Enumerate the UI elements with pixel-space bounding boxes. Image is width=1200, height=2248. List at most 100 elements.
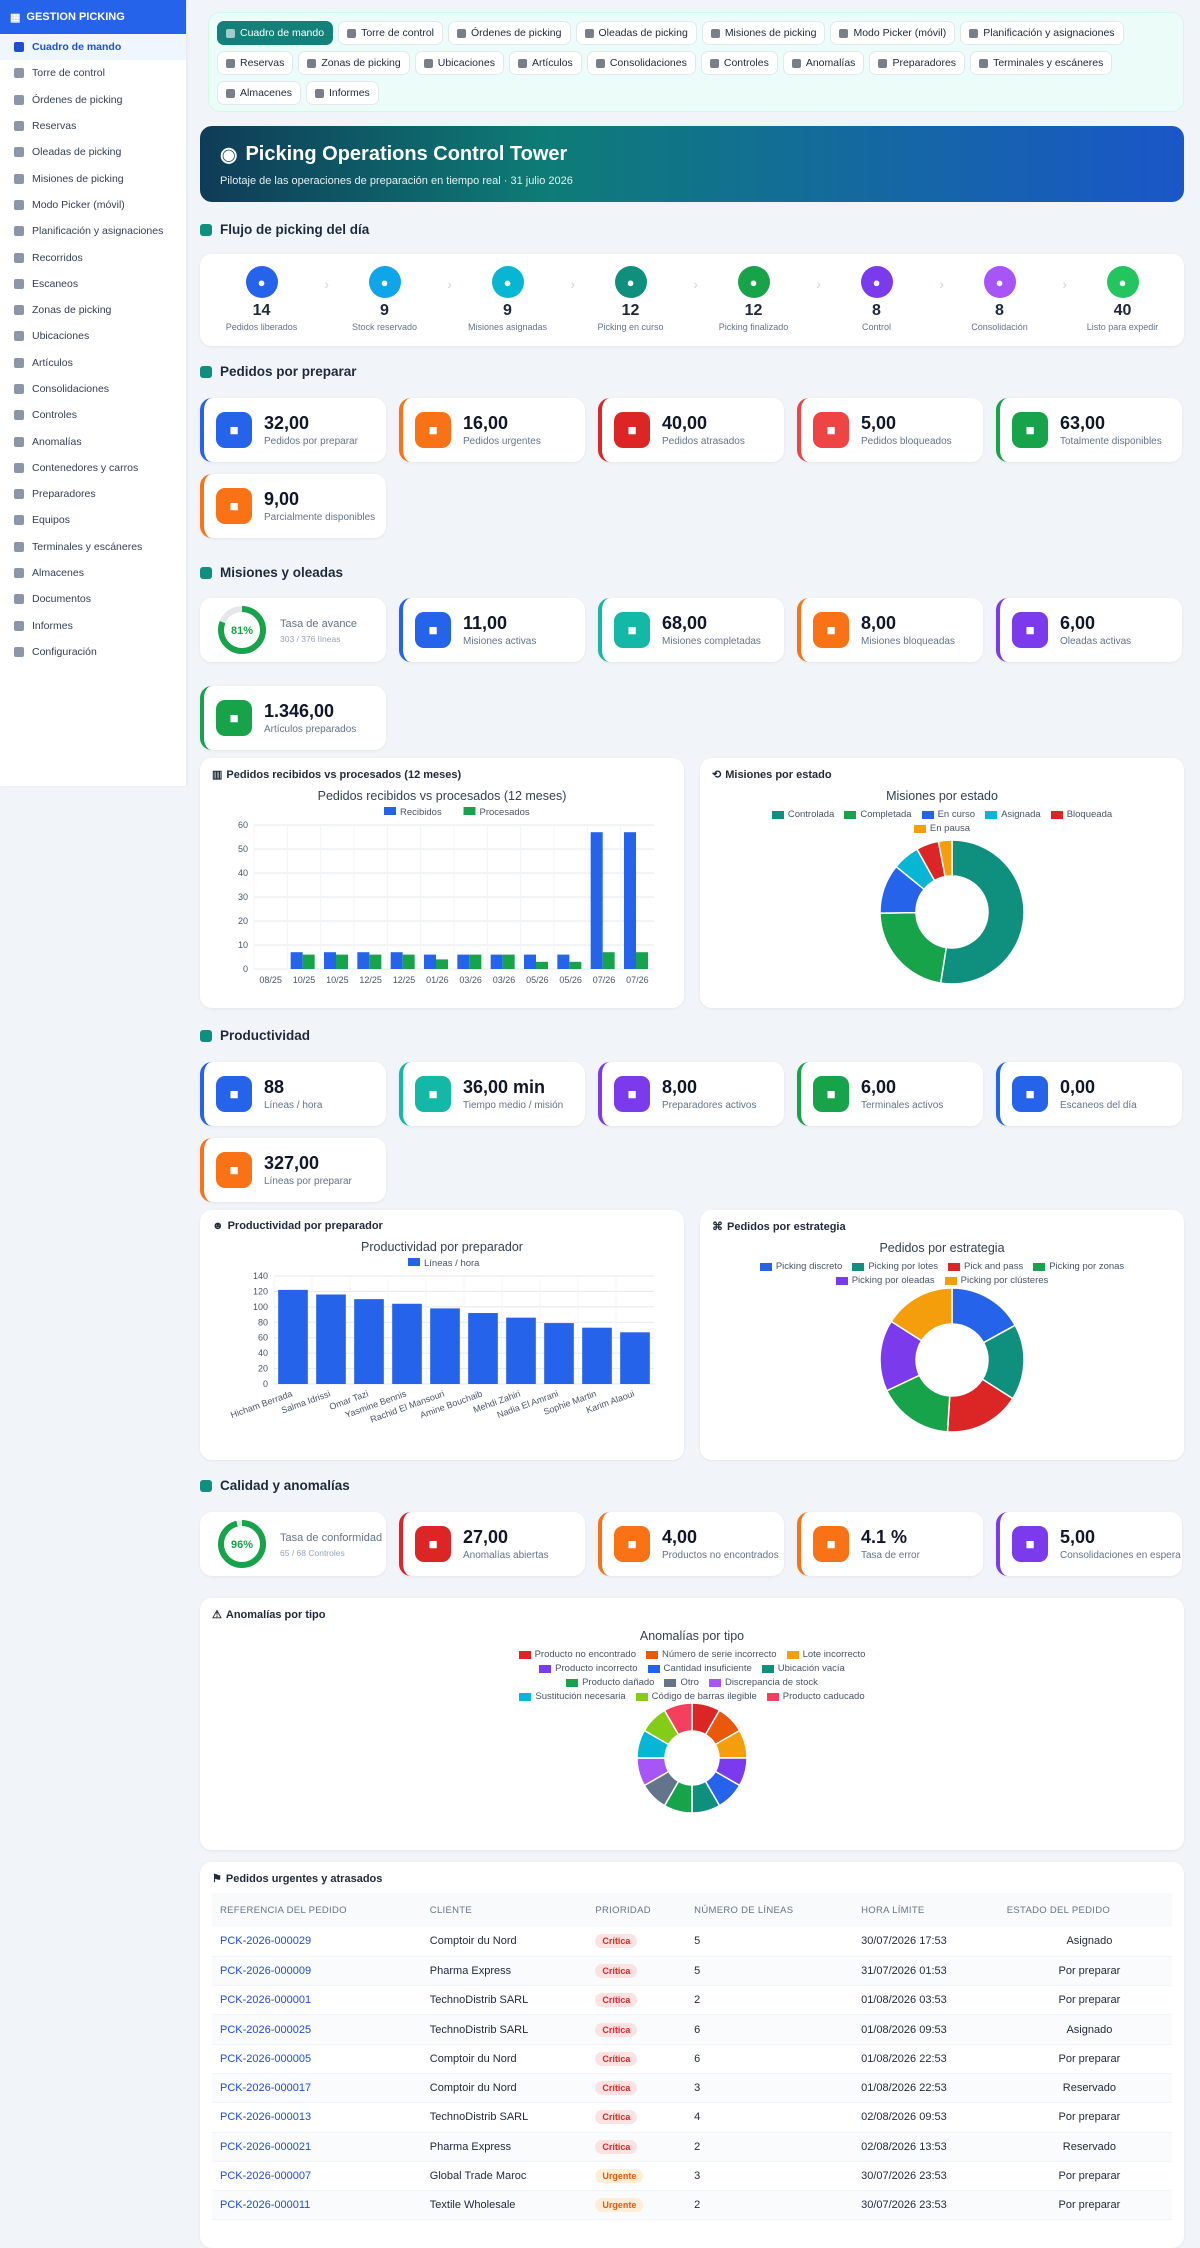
- nav-pill-6[interactable]: Planificación y asignaciones: [960, 21, 1124, 45]
- sidebar-item-19[interactable]: Terminales y escáneres: [0, 534, 186, 560]
- flow-step-icon: ●: [491, 266, 524, 298]
- nav-pill-1[interactable]: Torre de control: [338, 21, 444, 45]
- kpi-value: 16,00: [463, 412, 509, 433]
- kpi-value: 88: [264, 1076, 285, 1097]
- sidebar-item-21[interactable]: Documentos: [0, 586, 186, 612]
- ring-pct: 81%: [231, 625, 253, 637]
- table-cell[interactable]: PCK-2026-000005: [212, 2044, 422, 2074]
- table-row[interactable]: PCK-2026-000005 Comptoir du Nord Crítica 6 0…: [212, 2044, 1172, 2074]
- kpi-value: 63,00: [1060, 412, 1106, 433]
- kpi-value: 32,00: [264, 412, 310, 433]
- table-row[interactable]: PCK-2026-000021 Pharma Express Crítica 2 02/…: [212, 2132, 1172, 2162]
- legend: Producto no encontrado Número de serie in…: [212, 1649, 1172, 1702]
- bar: [468, 1313, 498, 1384]
- sidebar-item-17[interactable]: Preparadores: [0, 481, 186, 507]
- table-row[interactable]: PCK-2026-000017 Comptoir du Nord Crítica 3 0…: [212, 2073, 1172, 2104]
- pedidos-kpi-card: ■ 5,00 Pedidos bloqueados: [797, 398, 983, 462]
- flow-step-icon: ●: [1106, 266, 1139, 298]
- table-cell[interactable]: PCK-2026-000017: [212, 2073, 422, 2104]
- table-row[interactable]: PCK-2026-000009 Pharma Express Crítica 5 31/…: [212, 1956, 1172, 1987]
- sidebar-item-14[interactable]: Controles: [0, 402, 186, 428]
- nav-pill-12[interactable]: Controles: [700, 51, 778, 75]
- table-row[interactable]: PCK-2026-000001 TechnoDistrib SARL Crítica…: [212, 1985, 1172, 2016]
- bar: [336, 954, 348, 969]
- nav-pill-10[interactable]: Artículos: [508, 51, 582, 75]
- nav-pill-7[interactable]: Reservas: [217, 51, 294, 75]
- table-cell[interactable]: PCK-2026-000013: [212, 2102, 422, 2133]
- nav-pill-14[interactable]: Preparadores: [869, 51, 966, 75]
- nav-pill-label: Zonas de picking: [321, 57, 401, 69]
- table-cell[interactable]: PCK-2026-000007: [212, 2161, 422, 2192]
- nav-pill-11[interactable]: Consolidaciones: [586, 51, 696, 75]
- table-cell[interactable]: PCK-2026-000001: [212, 1985, 422, 2016]
- legend-item: Sustitución necesaria: [519, 1691, 626, 1702]
- table-cell[interactable]: PCK-2026-000025: [212, 2014, 422, 2045]
- nav-pill-0[interactable]: Cuadro de mando: [217, 21, 334, 45]
- bar: [390, 952, 403, 969]
- sidebar-item-23[interactable]: Configuración: [0, 639, 186, 665]
- sidebar-item-8[interactable]: Recorridos: [0, 244, 186, 270]
- legend-swatch: [463, 807, 476, 815]
- table-row[interactable]: PCK-2026-000025 TechnoDistrib SARL Crítica…: [212, 2014, 1172, 2045]
- nav-pill-13[interactable]: Anomalías: [782, 51, 865, 75]
- misiones-kpi-card: ■ 68,00 Misiones completadas: [598, 598, 784, 662]
- sidebar-item-4[interactable]: Oleadas de picking: [0, 139, 186, 165]
- donut-slice: [937, 839, 953, 878]
- nav-pill-15[interactable]: Terminales y escáneres: [970, 51, 1113, 75]
- nav-pill-17[interactable]: Informes: [305, 81, 379, 105]
- legend-item: Picking discreto: [759, 1261, 842, 1272]
- sidebar-item-label: Equipos: [32, 514, 70, 527]
- bar: [620, 1332, 650, 1384]
- chart-card-title: Misiones por estado: [725, 768, 832, 781]
- nav-pill-2[interactable]: Órdenes de picking: [448, 21, 571, 45]
- table-cell: Pharma Express: [421, 2132, 588, 2162]
- y-tick-label: 0: [243, 964, 248, 974]
- sidebar-item-11[interactable]: Ubicaciones: [0, 323, 186, 349]
- table-cell[interactable]: PCK-2026-000009: [212, 1956, 422, 1987]
- sidebar-item-20[interactable]: Almacenes: [0, 560, 186, 586]
- sidebar-item-7[interactable]: Planificación y asignaciones: [0, 218, 186, 244]
- table-cell: Asignado: [998, 2014, 1172, 2045]
- sidebar-item-10[interactable]: Zonas de picking: [0, 297, 186, 323]
- sidebar-item-3[interactable]: Reservas: [0, 113, 186, 139]
- sidebar-item-22[interactable]: Informes: [0, 613, 186, 639]
- sidebar-item-1[interactable]: Torre de control: [0, 60, 186, 86]
- chart-card-title: Productividad por preparador: [227, 1220, 383, 1232]
- table-row[interactable]: PCK-2026-000029 Comptoir du Nord Crítica 5 3…: [212, 1927, 1172, 1957]
- sidebar-item-0[interactable]: Cuadro de mando: [0, 34, 186, 61]
- nav-pill-label: Anomalías: [805, 57, 856, 69]
- table-cell: TechnoDistrib SARL: [421, 2102, 588, 2133]
- legend-item: Controlada: [771, 809, 834, 820]
- priority-badge: Crítica: [595, 2110, 638, 2125]
- sidebar-item-6[interactable]: Modo Picker (móvil): [0, 192, 186, 218]
- kpi-value: 1.346,00: [264, 700, 335, 721]
- sidebar-item-18[interactable]: Equipos: [0, 507, 186, 533]
- nav-pill-3[interactable]: Oleadas de picking: [575, 21, 697, 45]
- table-row[interactable]: PCK-2026-000007 Global Trade Maroc Urgente…: [212, 2161, 1172, 2192]
- x-tick-label: 10/25: [326, 975, 349, 985]
- sidebar-item-16[interactable]: Contenedores y carros: [0, 455, 186, 481]
- table-cell[interactable]: PCK-2026-000029: [212, 1927, 422, 1957]
- nav-pill-16[interactable]: Almacenes: [217, 81, 301, 105]
- nav-pill-9[interactable]: Ubicaciones: [414, 51, 504, 75]
- bar: [502, 954, 515, 969]
- table-cell[interactable]: PCK-2026-000021: [212, 2132, 422, 2162]
- nav-pill-4[interactable]: Misiones de picking: [701, 21, 826, 45]
- table-cell[interactable]: PCK-2026-000011: [212, 2190, 422, 2221]
- bar: [278, 1289, 308, 1384]
- sidebar-item-9[interactable]: Escaneos: [0, 271, 186, 297]
- sidebar-item-15[interactable]: Anomalías: [0, 428, 186, 454]
- sidebar-item-13[interactable]: Consolidaciones: [0, 376, 186, 402]
- sidebar-item-12[interactable]: Artículos: [0, 350, 186, 376]
- nav-pill-5[interactable]: Modo Picker (móvil): [830, 21, 956, 45]
- sidebar-item-label: Artículos: [32, 356, 73, 369]
- nav-pill-8[interactable]: Zonas de picking: [298, 51, 410, 75]
- kpi-icon: ■: [1012, 1526, 1048, 1562]
- sidebar-item-2[interactable]: Órdenes de picking: [0, 87, 186, 113]
- table-row[interactable]: PCK-2026-000011 Textile Wholesale Urgente 2…: [212, 2190, 1172, 2221]
- sidebar-item-5[interactable]: Misiones de picking: [0, 165, 186, 191]
- legend-item: Asignada: [985, 809, 1041, 820]
- kpi-value: 6,00: [1060, 612, 1096, 633]
- table-row[interactable]: PCK-2026-000013 TechnoDistrib SARL Crítica…: [212, 2102, 1172, 2133]
